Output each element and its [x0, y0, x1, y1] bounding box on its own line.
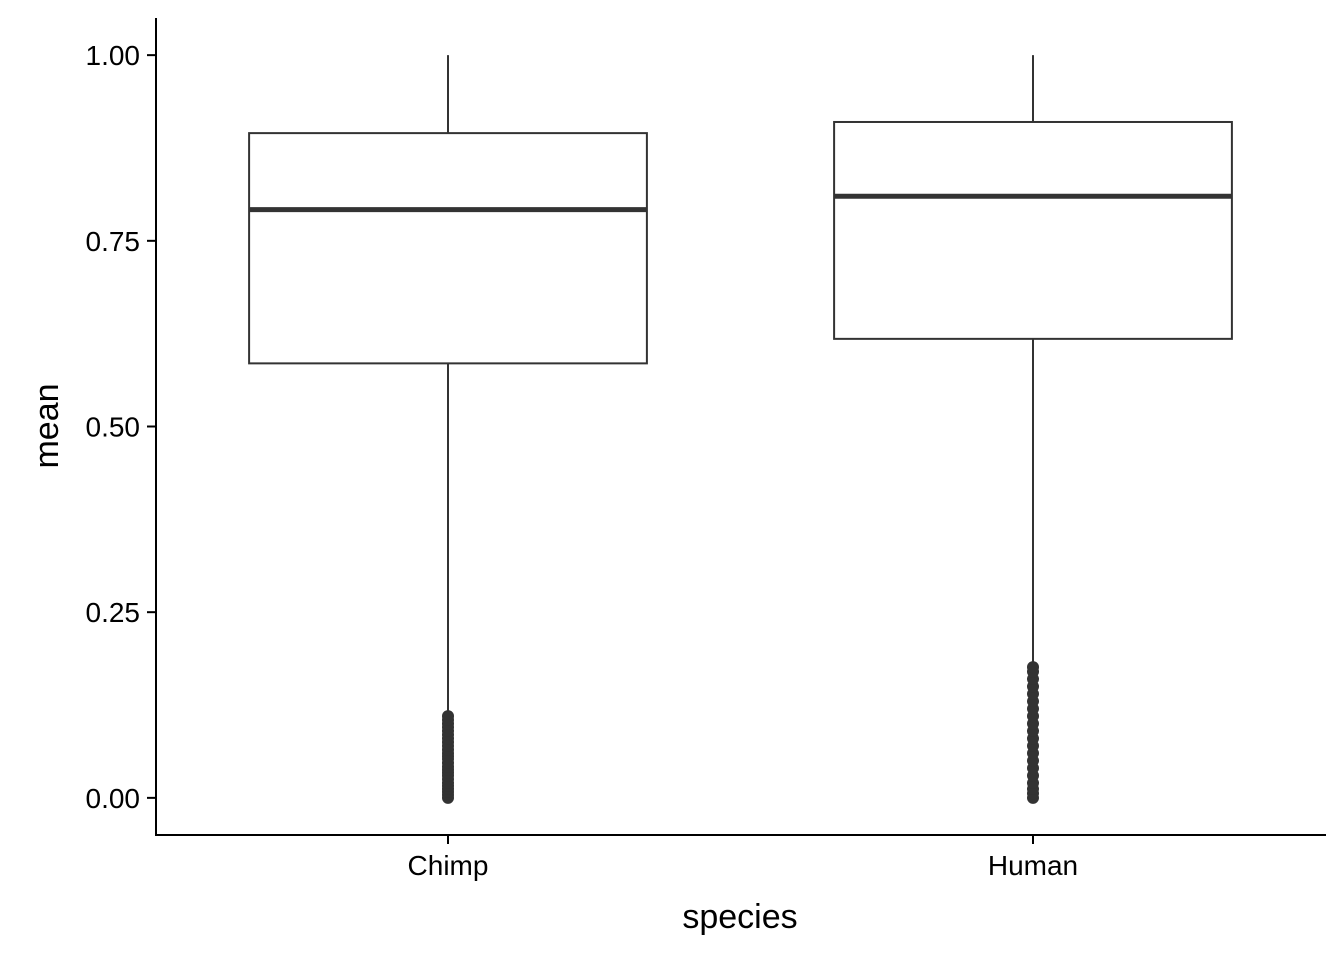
- outlier-point: [442, 710, 454, 723]
- y-tick-label: 0.25: [86, 597, 141, 628]
- box-body: [833, 120, 1233, 340]
- outlier-point: [1027, 661, 1039, 674]
- box-group-human: [833, 55, 1233, 804]
- y-axis-title: mean: [28, 383, 66, 468]
- x-tick-label: Chimp: [408, 850, 489, 881]
- box-group-chimp: [248, 55, 648, 804]
- x-tick-label: Human: [988, 850, 1078, 881]
- y-tick-label: 0.75: [86, 226, 141, 257]
- box-body: [248, 132, 648, 365]
- plot-area: [248, 55, 1233, 804]
- x-axis-title: species: [682, 898, 797, 936]
- axes: 0.00 0.25 0.50 0.75 1.00 Chimp Human: [86, 18, 1326, 881]
- y-tick-label: 1.00: [86, 40, 141, 71]
- y-tick-label: 0.50: [86, 412, 141, 443]
- y-tick-label: 0.00: [86, 783, 141, 814]
